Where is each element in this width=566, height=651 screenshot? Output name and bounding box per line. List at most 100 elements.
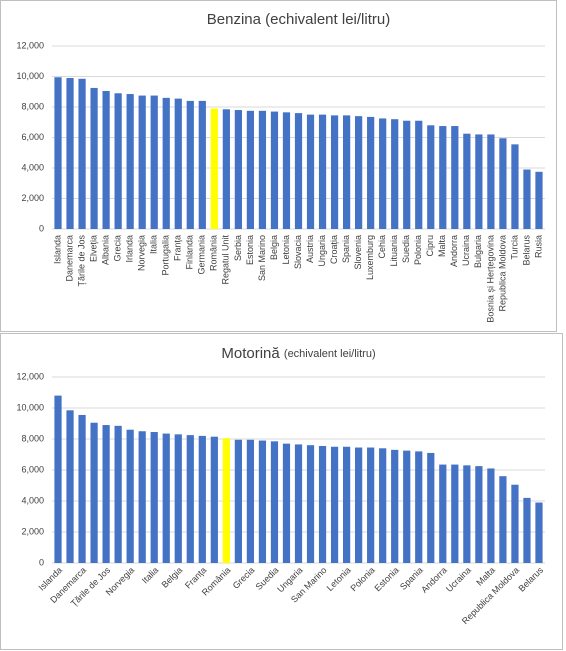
- bar: [78, 78, 86, 229]
- y-tick-label: 6,000: [21, 464, 44, 474]
- y-tick-label: 12,000: [16, 371, 44, 381]
- y-tick-label: 2,000: [21, 193, 44, 203]
- bar: [330, 446, 339, 563]
- x-tick-label: Lituania: [389, 235, 399, 267]
- x-tick-label: Islanda: [52, 235, 62, 264]
- x-tick-label: Franța: [173, 235, 183, 261]
- bar: [499, 138, 507, 229]
- x-tick-label: Cehia: [377, 235, 387, 259]
- bar: [294, 444, 303, 563]
- bar: [451, 126, 459, 229]
- bar: [294, 113, 303, 229]
- bar: [198, 435, 206, 563]
- bar: [102, 425, 110, 563]
- x-tick-label: Portugalia: [161, 235, 171, 276]
- bar: [535, 502, 543, 563]
- bar: [415, 120, 423, 229]
- bar: [403, 120, 411, 229]
- x-tick-label: Andorra: [449, 235, 459, 267]
- bar: [427, 452, 435, 563]
- bar: [90, 422, 98, 563]
- bar: [487, 468, 495, 563]
- x-tick-label: Polonia: [413, 235, 423, 265]
- bar: [439, 464, 447, 563]
- x-tick-label: Finlanda: [185, 235, 195, 270]
- bar: [186, 100, 194, 230]
- title-text: Benzina (echivalent lei/litru): [207, 11, 390, 28]
- x-tick-label: Polonia: [348, 565, 376, 593]
- bar: [234, 439, 242, 563]
- panel-border: [0, 0, 557, 332]
- bar: [234, 110, 242, 229]
- bar: [379, 118, 387, 229]
- x-tick-label: Danemarca: [64, 235, 74, 282]
- bar: [258, 110, 267, 229]
- bar: [126, 94, 134, 229]
- y-tick-label: 10,000: [16, 402, 44, 412]
- bar: [463, 465, 471, 563]
- bar: [246, 110, 255, 229]
- bar: [114, 425, 122, 563]
- bar: [415, 451, 423, 563]
- subtitle: (echivalent lei/litru): [284, 348, 376, 360]
- x-tick-label: Norvegia: [137, 235, 147, 271]
- x-tick-label: Belgia: [160, 565, 185, 590]
- x-tick-label: Ucraina: [461, 235, 471, 266]
- x-tick-label: Andorra: [419, 565, 449, 595]
- bar: [451, 464, 459, 563]
- x-tick-label: Italia: [140, 565, 161, 586]
- y-tick-label: 2,000: [21, 526, 44, 536]
- bar: [499, 476, 507, 563]
- y-tick-label: 6,000: [21, 132, 44, 142]
- x-tick-label: Rusia: [533, 235, 543, 258]
- bar: [114, 93, 122, 230]
- bar: [535, 171, 543, 229]
- x-tick-label: Letonia: [281, 235, 291, 265]
- y-tick-label: 8,000: [21, 433, 44, 443]
- bar: [150, 95, 158, 229]
- bar: [282, 112, 291, 229]
- x-tick-label: Spania: [341, 235, 351, 263]
- bar: [246, 439, 255, 563]
- y-tick-label: 10,000: [16, 71, 44, 81]
- bar: [439, 126, 447, 229]
- bar: [162, 97, 170, 229]
- y-tick-label: 0: [39, 223, 44, 233]
- x-tick-label: Ungaria: [317, 235, 327, 267]
- x-tick-label: Republica Moldova: [497, 235, 507, 312]
- y-tick-label: 0: [39, 557, 44, 567]
- bar: [270, 441, 279, 563]
- bar: [138, 431, 146, 563]
- x-tick-label: Slovenia: [353, 235, 363, 270]
- bar: [210, 436, 218, 563]
- bar: [186, 435, 194, 563]
- bar: [523, 169, 531, 229]
- chart-title: Motorină (echivalent lei/litru): [221, 345, 375, 362]
- bar: [379, 448, 387, 563]
- x-tick-label: Germania: [197, 235, 207, 275]
- x-tick-label: Italia: [149, 235, 159, 254]
- bar: [511, 484, 519, 563]
- bar: [174, 98, 182, 229]
- y-tick-label: 4,000: [21, 495, 44, 505]
- x-tick-label: Țările de Jos: [76, 235, 86, 287]
- x-tick-label: Belarus: [521, 235, 531, 266]
- panel-border: [0, 333, 563, 650]
- bar: [66, 78, 74, 230]
- bar: [150, 432, 158, 563]
- bar: [126, 429, 134, 563]
- bar: [54, 77, 62, 229]
- x-tick-label: România: [209, 235, 219, 271]
- bar: [306, 445, 315, 563]
- bar: [174, 434, 182, 563]
- bar: [138, 95, 146, 229]
- x-tick-label: Croația: [329, 235, 339, 264]
- x-tick-label: Bosnia și Herțegovina: [485, 235, 495, 323]
- bar: [102, 90, 110, 229]
- x-tick-label: Serbia: [233, 235, 243, 261]
- x-tick-label: Estonia: [245, 235, 255, 265]
- x-tick-label: Luxemburg: [365, 235, 375, 280]
- bar: [367, 116, 375, 229]
- bar: [355, 447, 363, 563]
